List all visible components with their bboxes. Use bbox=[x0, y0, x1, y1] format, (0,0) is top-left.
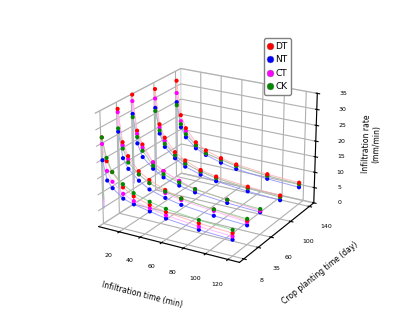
Y-axis label: Crop planting time (day): Crop planting time (day) bbox=[280, 240, 359, 306]
X-axis label: Infiltration time (min): Infiltration time (min) bbox=[100, 281, 183, 310]
Legend: DT, NT, CT, CK: DT, NT, CT, CK bbox=[264, 38, 291, 95]
